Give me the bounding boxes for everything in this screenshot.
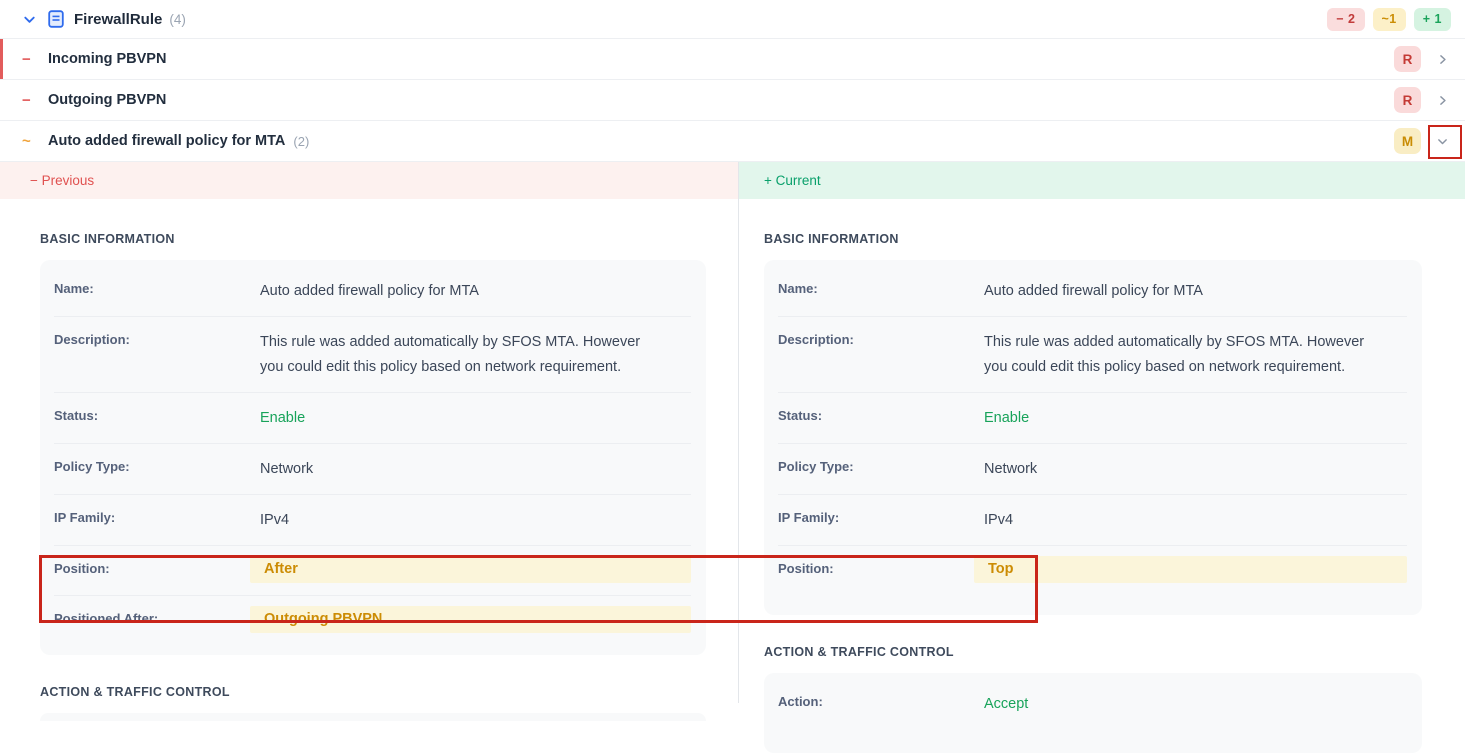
field-label: Position:	[54, 561, 110, 576]
change-summary-badges: − 2 ~1 + 1	[1327, 7, 1451, 31]
diff-content: BASIC INFORMATION Name: Auto added firew…	[0, 199, 1465, 753]
field-value: Accept	[984, 696, 1029, 712]
rule-row-outgoing-pbvpn[interactable]: − Outgoing PBVPN R	[0, 80, 1465, 121]
chevron-right-icon[interactable]	[1436, 94, 1449, 107]
section-title-basic: BASIC INFORMATION	[40, 232, 175, 246]
field-value: IPv4	[984, 512, 1014, 528]
field-row-description: Description: This rule was added automat…	[778, 317, 1407, 393]
field-value: Enable	[984, 410, 1030, 426]
field-row-description: Description: This rule was added automat…	[54, 317, 691, 393]
modified-count-badge: ~1	[1372, 7, 1406, 31]
rule-name: Auto added firewall policy for MTA	[48, 133, 286, 149]
field-label: Name:	[54, 281, 94, 296]
field-value: Auto added firewall policy for MTA	[984, 283, 1203, 299]
removed-letter-badge: R	[1394, 46, 1421, 72]
rule-count: (2)	[293, 133, 310, 149]
field-value-highlighted: Top	[974, 556, 1407, 583]
basic-info-card-current: Name: Auto added firewall policy for MTA…	[764, 260, 1422, 615]
field-value: Network	[984, 461, 1038, 477]
diff-band: − Previous + Current	[0, 162, 1465, 199]
field-row-name: Name: Auto added firewall policy for MTA	[54, 266, 691, 317]
field-row-position: Position: Top	[778, 546, 1407, 595]
field-value: Auto added firewall policy for MTA	[260, 283, 479, 299]
field-row-position: Position: After	[54, 546, 691, 596]
field-row-name: Name: Auto added firewall policy for MTA	[778, 266, 1407, 317]
field-label: Action:	[778, 694, 823, 709]
field-value: This rule was added automatically by SFO…	[984, 334, 1365, 375]
field-value: This rule was added automatically by SFO…	[260, 334, 641, 375]
field-label: IP Family:	[54, 510, 116, 525]
field-row-action: Action: Accept	[778, 679, 1407, 729]
field-row-policy-type: Policy Type: Network	[54, 444, 691, 495]
field-label: IP Family:	[778, 510, 840, 525]
group-count: (4)	[169, 11, 186, 27]
field-row-positioned-after: Positioned After: Outgoing PBVPN	[54, 596, 691, 645]
minus-icon: −	[22, 50, 31, 68]
modified-letter-badge: M	[1394, 128, 1421, 154]
chevron-down-icon[interactable]	[1436, 135, 1449, 148]
added-count-badge: + 1	[1413, 7, 1451, 31]
field-label: Name:	[778, 281, 818, 296]
chevron-right-icon[interactable]	[1436, 53, 1449, 66]
field-value-highlighted: Outgoing PBVPN	[250, 606, 691, 633]
section-title-action: ACTION & TRAFFIC CONTROL	[764, 645, 954, 659]
removed-count-badge: − 2	[1327, 7, 1365, 31]
field-label: Description:	[778, 332, 854, 347]
field-label: Policy Type:	[54, 459, 130, 474]
rule-row-incoming-pbvpn[interactable]: − Incoming PBVPN R	[0, 39, 1465, 80]
field-value: IPv4	[260, 512, 290, 528]
group-title: FirewallRule	[74, 10, 163, 28]
firewallrule-group-header[interactable]: FirewallRule (4) − 2 ~1 + 1	[0, 0, 1465, 39]
field-row-ip-family: IP Family: IPv4	[54, 495, 691, 546]
action-card-current: Action: Accept	[764, 673, 1422, 753]
field-value: Enable	[260, 410, 306, 426]
rule-name: Incoming PBVPN	[48, 51, 167, 67]
field-label: Status:	[54, 408, 99, 423]
action-card-previous	[40, 713, 706, 721]
field-value: Network	[260, 461, 314, 477]
field-label: Status:	[778, 408, 823, 423]
field-row-ip-family: IP Family: IPv4	[778, 495, 1407, 546]
minus-icon: −	[22, 91, 31, 109]
document-icon	[48, 10, 64, 28]
basic-info-card-previous: Name: Auto added firewall policy for MTA…	[40, 260, 706, 655]
field-row-policy-type: Policy Type: Network	[778, 444, 1407, 495]
current-column: BASIC INFORMATION Name: Auto added firew…	[739, 199, 1465, 753]
field-value-highlighted: After	[250, 556, 691, 583]
field-row-status: Status: Enable	[778, 393, 1407, 444]
field-label: Positioned After:	[54, 611, 159, 626]
chevron-down-icon[interactable]	[22, 12, 37, 27]
field-label: Policy Type:	[778, 459, 854, 474]
rule-row-auto-added-mta[interactable]: ~ Auto added firewall policy for MTA (2)…	[0, 121, 1465, 162]
rule-name: Outgoing PBVPN	[48, 92, 167, 108]
section-title-basic: BASIC INFORMATION	[764, 232, 899, 246]
field-label: Description:	[54, 332, 130, 347]
removed-letter-badge: R	[1394, 87, 1421, 113]
field-label: Position:	[778, 561, 834, 576]
previous-band: − Previous	[0, 162, 739, 199]
field-row-status: Status: Enable	[54, 393, 691, 444]
tilde-icon: ~	[22, 132, 31, 150]
section-title-action: ACTION & TRAFFIC CONTROL	[40, 685, 230, 699]
current-band: + Current	[739, 162, 1465, 199]
previous-column: BASIC INFORMATION Name: Auto added firew…	[0, 199, 739, 721]
